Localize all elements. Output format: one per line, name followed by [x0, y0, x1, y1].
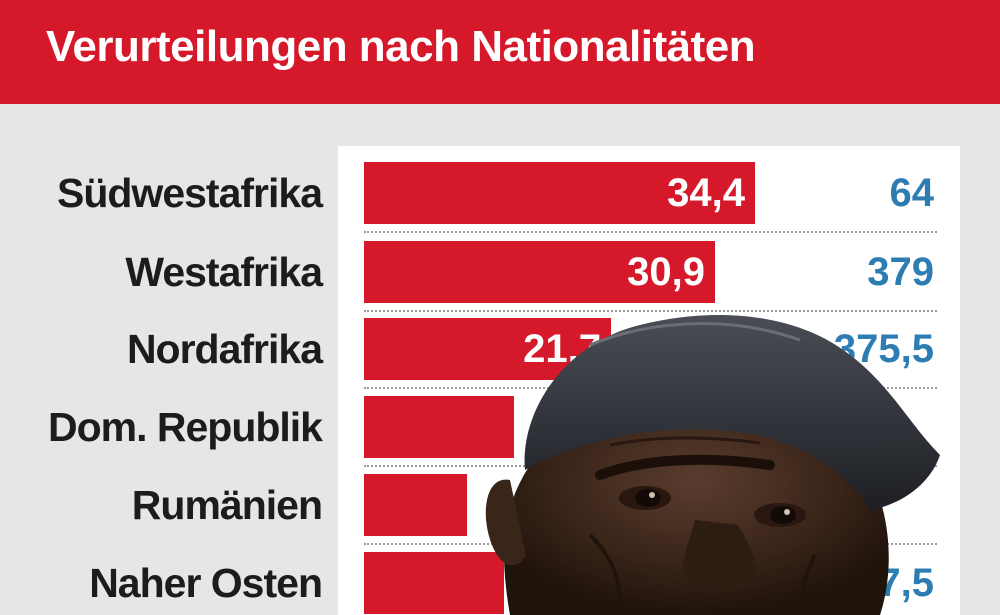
bar	[364, 241, 715, 303]
bar	[364, 552, 504, 614]
bar	[364, 396, 514, 458]
bar-value-label: 34,4	[667, 171, 745, 215]
category-label: Südwestafrika	[57, 170, 323, 216]
chart-title: Verurteilungen nach Nationalitäten	[46, 22, 756, 71]
man-portrait-image	[485, 315, 940, 615]
row-separator	[364, 231, 937, 233]
bar	[364, 162, 755, 224]
right-value-label: 64	[889, 171, 935, 215]
category-label: Dom. Republik	[47, 404, 323, 450]
category-label: Nordafrika	[126, 326, 323, 372]
row-separator	[364, 310, 937, 312]
title-banner: Verurteilungen nach Nationalitäten	[0, 0, 1000, 104]
right-value-label: 379	[867, 250, 934, 294]
category-label: Rumänien	[131, 482, 323, 528]
category-label: Westafrika	[125, 249, 323, 295]
bar-value-label: 30,9	[627, 250, 705, 294]
category-label: Naher Osten	[89, 560, 323, 606]
bar	[364, 474, 467, 536]
